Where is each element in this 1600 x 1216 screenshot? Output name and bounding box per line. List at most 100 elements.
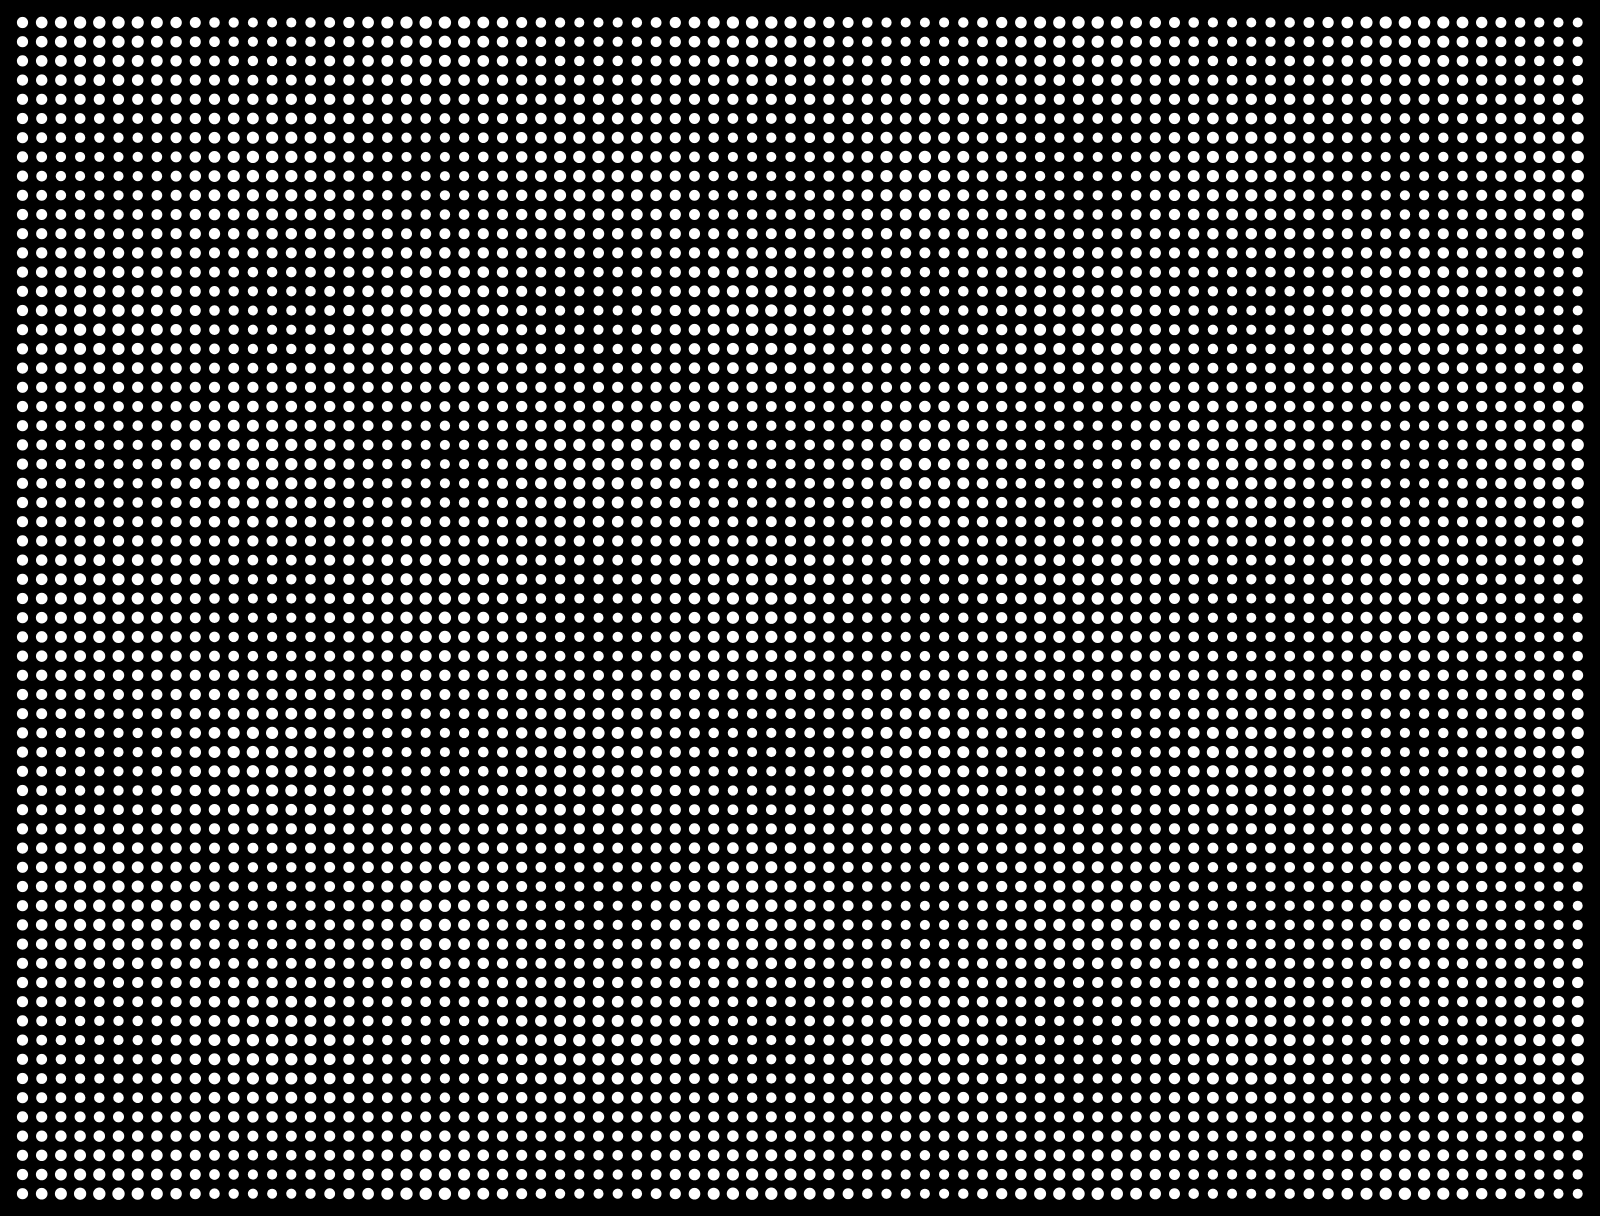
halftone-dot xyxy=(151,727,163,739)
halftone-dot xyxy=(151,362,163,374)
halftone-dot xyxy=(574,612,585,623)
halftone-dot xyxy=(766,1015,777,1027)
halftone-dot xyxy=(804,823,816,835)
halftone-dot xyxy=(669,1092,681,1104)
halftone-dot xyxy=(1226,688,1238,701)
halftone-dot xyxy=(650,458,662,470)
halftone-dot xyxy=(189,285,201,297)
halftone-dot xyxy=(1341,497,1353,508)
halftone-dot xyxy=(286,1169,297,1180)
halftone-dot xyxy=(1303,573,1315,585)
halftone-dot xyxy=(1476,16,1488,29)
halftone-dot xyxy=(919,1130,931,1142)
halftone-dot xyxy=(1264,784,1277,797)
halftone-dot xyxy=(285,1091,298,1104)
halftone-dot xyxy=(1053,554,1066,566)
halftone-dot xyxy=(1187,1034,1200,1047)
halftone-dot xyxy=(650,1149,662,1161)
halftone-dot xyxy=(1111,74,1123,86)
halftone-dot xyxy=(1207,286,1219,297)
halftone-dot xyxy=(189,1034,202,1046)
halftone-dot xyxy=(1495,650,1507,662)
halftone-dot xyxy=(36,228,48,240)
halftone-dot xyxy=(708,1015,719,1027)
halftone-dot xyxy=(823,650,835,662)
halftone-dot xyxy=(1073,459,1084,470)
halftone-dot xyxy=(958,881,969,892)
halftone-dot xyxy=(246,131,259,144)
halftone-dot xyxy=(938,208,951,221)
halftone-dot xyxy=(1207,36,1219,47)
halftone-dot xyxy=(861,343,873,355)
halftone-dot xyxy=(1207,631,1219,643)
halftone-dot xyxy=(1034,554,1046,566)
halftone-dot xyxy=(1361,439,1372,451)
halftone-dot xyxy=(611,150,624,164)
halftone-dot xyxy=(784,362,797,374)
halftone-dot xyxy=(1169,17,1180,28)
halftone-dot xyxy=(823,919,835,931)
halftone-dot xyxy=(1264,496,1277,509)
halftone-dot xyxy=(419,285,432,298)
halftone-dot xyxy=(554,574,566,585)
halftone-dot xyxy=(611,1091,624,1104)
halftone-dot xyxy=(227,438,240,451)
halftone-dot xyxy=(1072,1168,1085,1181)
halftone-dot xyxy=(324,900,336,912)
halftone-dot xyxy=(151,688,163,701)
halftone-dot xyxy=(1283,458,1296,471)
halftone-dot xyxy=(1552,726,1565,740)
halftone-dot xyxy=(1130,938,1142,950)
halftone-dot xyxy=(305,650,316,662)
halftone-dot xyxy=(324,112,336,125)
halftone-dot xyxy=(1514,285,1526,297)
halftone-dot xyxy=(516,228,528,240)
halftone-dot xyxy=(1380,766,1391,777)
halftone-dot xyxy=(708,1130,720,1142)
halftone-dot xyxy=(1553,36,1564,47)
halftone-dot xyxy=(611,1072,624,1085)
halftone-dot xyxy=(766,785,777,796)
halftone-dot xyxy=(228,305,239,316)
halftone-dot xyxy=(1303,131,1315,144)
halftone-dot xyxy=(1265,17,1276,28)
halftone-dot xyxy=(1341,746,1353,758)
halftone-dot xyxy=(1457,132,1468,144)
halftone-dot xyxy=(228,938,239,950)
halftone-dot xyxy=(976,189,989,202)
halftone-dot xyxy=(1226,515,1238,528)
halftone-dot xyxy=(1418,285,1431,298)
halftone-dot xyxy=(362,1111,374,1123)
halftone-dot xyxy=(304,1034,317,1047)
halftone-dot xyxy=(362,842,374,854)
halftone-dot xyxy=(1476,823,1488,835)
halftone-dot xyxy=(669,650,681,662)
halftone-dot xyxy=(55,1034,67,1046)
halftone-dot xyxy=(593,343,604,355)
halftone-dot xyxy=(1360,899,1373,912)
halftone-dot xyxy=(1226,803,1238,816)
halftone-dot xyxy=(362,727,374,739)
halftone-dot xyxy=(1265,957,1276,969)
halftone-dot xyxy=(726,630,739,643)
halftone-dot xyxy=(1265,286,1276,297)
halftone-dot xyxy=(1361,1073,1372,1084)
halftone-dot xyxy=(1034,1092,1046,1104)
halftone-dot xyxy=(535,74,547,86)
halftone-dot xyxy=(1514,938,1526,950)
halftone-dot xyxy=(54,304,67,317)
halftone-dot xyxy=(458,1168,471,1181)
halftone-dot xyxy=(285,842,297,854)
halftone-dot xyxy=(957,419,970,432)
halftone-dot xyxy=(131,1149,144,1162)
halftone-dot xyxy=(304,93,317,105)
halftone-dot xyxy=(823,938,835,950)
halftone-dot xyxy=(727,459,738,470)
halftone-dot xyxy=(516,727,528,739)
halftone-dot xyxy=(16,189,29,201)
halftone-dot xyxy=(1073,747,1084,758)
halftone-dot xyxy=(113,209,124,220)
halftone-dot xyxy=(151,132,163,144)
halftone-dot xyxy=(209,938,220,950)
halftone-dot xyxy=(305,36,316,47)
